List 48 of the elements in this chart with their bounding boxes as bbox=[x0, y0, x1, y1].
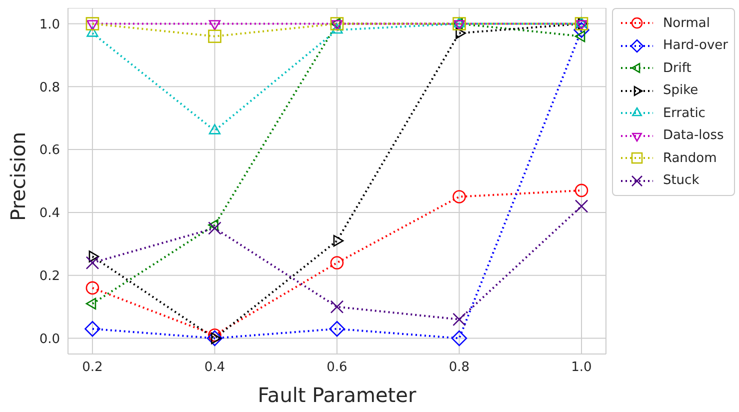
point bbox=[208, 222, 222, 235]
x-axis-title: Fault Parameter bbox=[258, 383, 417, 407]
point bbox=[574, 22, 590, 38]
point bbox=[331, 20, 343, 30]
point bbox=[86, 20, 98, 30]
point bbox=[86, 17, 100, 30]
x-tick-label: 0.4 bbox=[204, 360, 226, 376]
legend-label: Normal bbox=[662, 16, 710, 31]
point bbox=[206, 330, 223, 346]
y-tick-label: 0.4 bbox=[39, 206, 60, 222]
point bbox=[208, 30, 222, 43]
y-tick-label: 0.6 bbox=[39, 143, 60, 158]
point bbox=[452, 17, 466, 30]
point bbox=[84, 320, 100, 337]
point bbox=[208, 20, 221, 30]
point bbox=[330, 256, 344, 270]
point bbox=[86, 298, 96, 310]
point bbox=[86, 281, 100, 295]
y-tick-label: 1.0 bbox=[39, 17, 60, 32]
x-tick-label: 0.6 bbox=[326, 360, 348, 376]
point bbox=[86, 256, 100, 270]
point bbox=[452, 312, 466, 326]
legend-label: Erratic bbox=[662, 106, 706, 121]
x-tick-label: 0.8 bbox=[448, 360, 470, 376]
point bbox=[574, 200, 588, 213]
point bbox=[574, 184, 588, 198]
point bbox=[452, 190, 466, 204]
y-axis-title: Precision bbox=[6, 132, 30, 221]
point bbox=[330, 300, 344, 314]
x-tick-label: 0.2 bbox=[82, 360, 103, 376]
legend-label: Spike bbox=[662, 83, 698, 98]
point bbox=[330, 17, 344, 30]
point bbox=[574, 17, 588, 30]
point bbox=[208, 328, 222, 342]
y-tick-label: 0.2 bbox=[39, 268, 60, 284]
y-tick-label: 0.8 bbox=[39, 80, 60, 96]
y-tick-label: 0.0 bbox=[39, 332, 60, 347]
legend-label: Drift bbox=[662, 60, 692, 76]
point bbox=[330, 18, 341, 30]
x-tick-label: 1.0 bbox=[571, 360, 592, 376]
legend-label: Data-loss bbox=[662, 128, 724, 144]
point bbox=[208, 219, 218, 231]
legend-label: Hard-over bbox=[662, 38, 728, 54]
point bbox=[329, 320, 345, 337]
legend-label: Random bbox=[662, 150, 717, 166]
point bbox=[453, 20, 466, 30]
legend-label: Stuck bbox=[662, 173, 700, 188]
point bbox=[451, 330, 468, 346]
